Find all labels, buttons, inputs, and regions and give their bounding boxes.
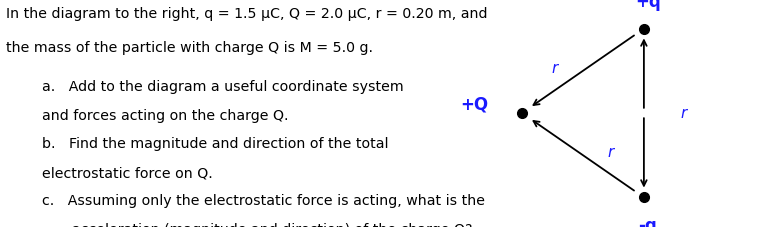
Text: acceleration (magnitude and direction) of the charge Q?: acceleration (magnitude and direction) o… — [72, 222, 473, 227]
Text: In the diagram to the right, q = 1.5 μC, Q = 2.0 μC, r = 0.20 m, and: In the diagram to the right, q = 1.5 μC,… — [6, 7, 488, 21]
Text: r: r — [552, 60, 558, 75]
Text: r: r — [608, 144, 614, 159]
Text: +Q: +Q — [461, 96, 488, 113]
Text: a.   Add to the diagram a useful coordinate system: a. Add to the diagram a useful coordinat… — [42, 79, 404, 93]
Text: b.   Find the magnitude and direction of the total: b. Find the magnitude and direction of t… — [42, 136, 389, 150]
Text: c.   Assuming only the electrostatic force is acting, what is the: c. Assuming only the electrostatic force… — [42, 193, 485, 207]
Text: -q: -q — [639, 216, 657, 227]
Text: +q: +q — [635, 0, 661, 11]
Text: electrostatic force on Q.: electrostatic force on Q. — [42, 166, 213, 180]
Text: the mass of the particle with charge Q is M = 5.0 g.: the mass of the particle with charge Q i… — [6, 41, 373, 55]
Text: and forces acting on the charge Q.: and forces acting on the charge Q. — [42, 109, 288, 123]
Text: r: r — [680, 106, 687, 121]
